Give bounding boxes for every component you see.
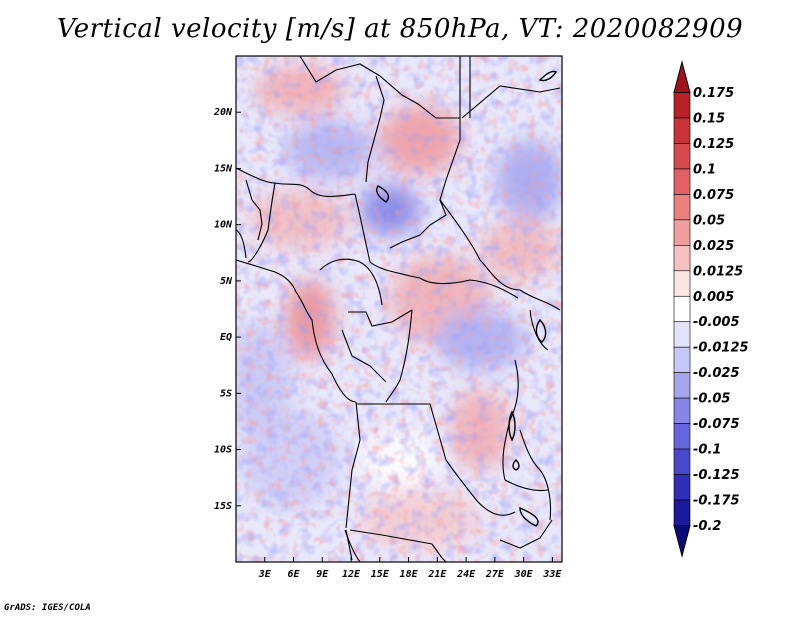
lon-tick-label: 24E (456, 569, 476, 580)
colorbar-top-arrow (673, 60, 691, 94)
lon-tick-label: 27E (485, 569, 505, 580)
lon-tick-label: 18E (400, 569, 419, 580)
credit-label: GrADS: IGES/COLA (4, 603, 91, 613)
colorbar-label: 0.025 (693, 239, 734, 254)
lat-axis: 20N 15N 10N 5N EQ 5S 10S 15S (213, 107, 241, 512)
colorbar-label: -0.075 (693, 417, 740, 432)
lat-tick-label: 10S (214, 445, 232, 456)
colorbar-label: 0.0125 (693, 264, 743, 279)
colorbar-label: 0.1 (693, 162, 716, 177)
colorbar-swatch (673, 499, 691, 526)
colorbar-label: 0.175 (693, 86, 734, 101)
lon-tick-label: 9E (316, 569, 329, 580)
colorbar-swatch (673, 168, 691, 195)
country-borders (236, 56, 561, 562)
colorbar-label: 0.05 (693, 213, 725, 228)
lon-tick-label: 21E (427, 569, 447, 580)
lon-tick-label: 30E (514, 569, 534, 580)
lat-tick-label: EQ (220, 332, 232, 343)
colorbar-swatch (673, 245, 691, 272)
colorbar-label: -0.175 (693, 493, 740, 508)
colorbar-swatch (673, 397, 691, 424)
colorbar-label: 0.15 (693, 112, 725, 127)
lat-tick-label: 15N (214, 163, 233, 174)
colorbar-swatch (673, 423, 691, 450)
colorbar: 0.175 0.15 0.125 0.1 0.075 0.05 0.025 0.0125 0.0… (673, 60, 749, 558)
colorbar-swatch (673, 194, 691, 221)
colorbar-label: -0.1 (693, 443, 721, 458)
lakes (376, 70, 558, 527)
colorbar-swatch (673, 219, 691, 246)
colorbar-swatch (673, 92, 691, 119)
colorbar-swatch (673, 321, 691, 348)
velocity-field (236, 56, 562, 562)
colorbar-label: -0.125 (693, 468, 740, 483)
lat-tick-label: 15S (214, 501, 232, 512)
lat-tick-label: 5N (220, 276, 233, 287)
lat-tick-label: 20N (213, 107, 233, 118)
lon-tick-label: 12E (342, 569, 361, 580)
lon-tick-label: 33E (542, 569, 562, 580)
colorbar-label: -0.05 (693, 392, 730, 407)
map-frame (235, 55, 563, 563)
colorbar-swatch (673, 346, 691, 373)
lat-tick-label: 10N (214, 220, 233, 231)
colorbar-swatch (673, 295, 691, 323)
colorbar-swatch (673, 372, 691, 399)
colorbar-swatch (673, 448, 691, 475)
lon-tick-label: 3E (258, 569, 272, 580)
colorbar-swatch (673, 270, 691, 297)
colorbar-swatch (673, 474, 691, 501)
colorbar-label: 0.075 (693, 188, 734, 203)
colorbar-swatch (673, 143, 691, 170)
colorbar-label: -0.2 (693, 519, 721, 534)
colorbar-bottom-arrow (673, 524, 691, 558)
colorbar-label: -0.005 (693, 315, 740, 330)
colorbar-label: -0.025 (693, 366, 740, 381)
colorbar-label: 0.125 (693, 137, 734, 152)
colorbar-label: 0.005 (693, 290, 734, 305)
lat-tick-label: 5S (220, 388, 232, 399)
figure: 20N 15N 10N 5N EQ 5S 10S 15S 3E 6E 9E 12E 15E 18E 21E… (213, 55, 749, 580)
lon-tick-label: 15E (371, 569, 390, 580)
map-title: Vertical velocity [m/s] at 850hPa, VT: 2… (56, 14, 744, 44)
lon-tick-label: 6E (288, 569, 301, 580)
colorbar-label: -0.0125 (693, 341, 749, 356)
colorbar-swatch (673, 117, 691, 144)
lon-axis: 3E 6E 9E 12E 15E 18E 21E 24E 27E 30E 33E (258, 557, 562, 580)
